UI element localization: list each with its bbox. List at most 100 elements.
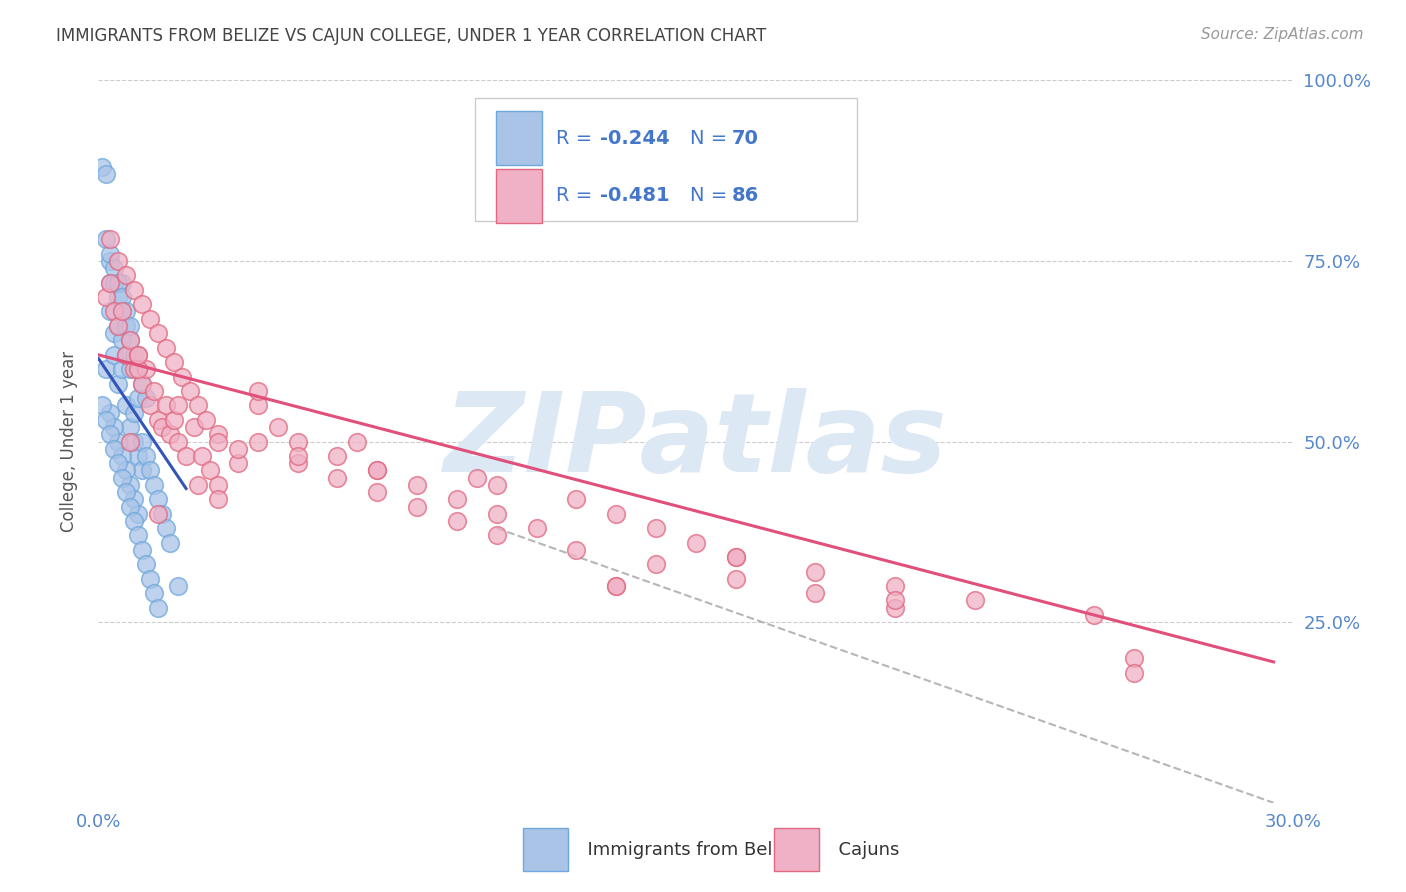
Point [724,550,747,565]
Point [127,362,149,376]
Point [246,434,269,449]
Point [127,391,149,405]
Point [246,384,269,398]
Point [98,276,122,290]
Point [187,398,209,412]
Point [485,528,508,542]
Point [246,398,269,412]
Point [207,492,229,507]
Point [124,492,146,507]
Point [111,362,134,376]
Bar [523,828,568,871]
Point [884,579,907,593]
Point [207,434,229,449]
Point [107,276,129,290]
Point [159,427,181,442]
Point [207,478,229,492]
Point [115,304,138,318]
Point [103,304,125,318]
Text: N =: N = [690,128,734,147]
Point [111,290,134,304]
Point [884,600,907,615]
Point [366,463,388,477]
Point [139,311,162,326]
Point [135,558,157,572]
Point [167,434,190,449]
Point [174,449,197,463]
Point [198,463,221,477]
Point [167,579,190,593]
Point [98,253,122,268]
Point [605,507,627,521]
Point [131,376,153,391]
Point [326,449,349,463]
Point [366,485,388,500]
Point [96,362,118,376]
Point [155,398,177,412]
Text: -0.244: -0.244 [600,128,671,147]
Point [127,348,149,362]
Point [124,348,146,362]
Point [139,572,162,586]
Point [91,160,114,174]
Point [167,398,190,412]
Point [120,500,142,514]
Point [226,456,249,470]
Point [115,348,138,362]
Point [207,427,229,442]
Bar [496,111,541,165]
Point [724,550,747,565]
Point [131,376,153,391]
Point [187,478,209,492]
Point [139,398,162,412]
Point [150,420,173,434]
Point [155,521,177,535]
Point [103,420,125,434]
Point [526,521,548,535]
Point [135,391,157,405]
Text: Cajuns: Cajuns [827,841,900,859]
Point [131,297,153,311]
Point [884,593,907,607]
Point [103,326,125,340]
Point [131,542,153,557]
Point [143,586,166,600]
Point [111,470,134,484]
Point [685,535,707,549]
Point [107,290,129,304]
Point [148,600,170,615]
Point [103,442,125,456]
Point [124,362,146,376]
Point [135,449,157,463]
FancyBboxPatch shape [475,98,858,221]
Point [446,514,468,528]
Point [120,334,142,348]
Point [565,492,588,507]
Y-axis label: College, Under 1 year: College, Under 1 year [59,351,77,533]
Point [115,463,138,477]
Point [124,406,146,420]
Bar [496,169,541,223]
Text: N =: N = [690,186,734,205]
Point [605,579,627,593]
Text: R =: R = [557,128,599,147]
Point [107,376,129,391]
Point [111,304,134,318]
Point [191,449,214,463]
Point [645,558,668,572]
Point [96,232,118,246]
Point [565,542,588,557]
Point [287,456,309,470]
Text: 70: 70 [733,128,759,147]
Point [103,348,125,362]
Text: Source: ZipAtlas.com: Source: ZipAtlas.com [1201,27,1364,42]
Point [406,500,429,514]
Point [163,413,186,427]
Point [139,463,162,477]
Point [115,268,138,283]
Text: R =: R = [557,186,599,205]
Point [127,362,149,376]
Point [1123,651,1146,665]
Bar [773,828,820,871]
Point [127,507,149,521]
